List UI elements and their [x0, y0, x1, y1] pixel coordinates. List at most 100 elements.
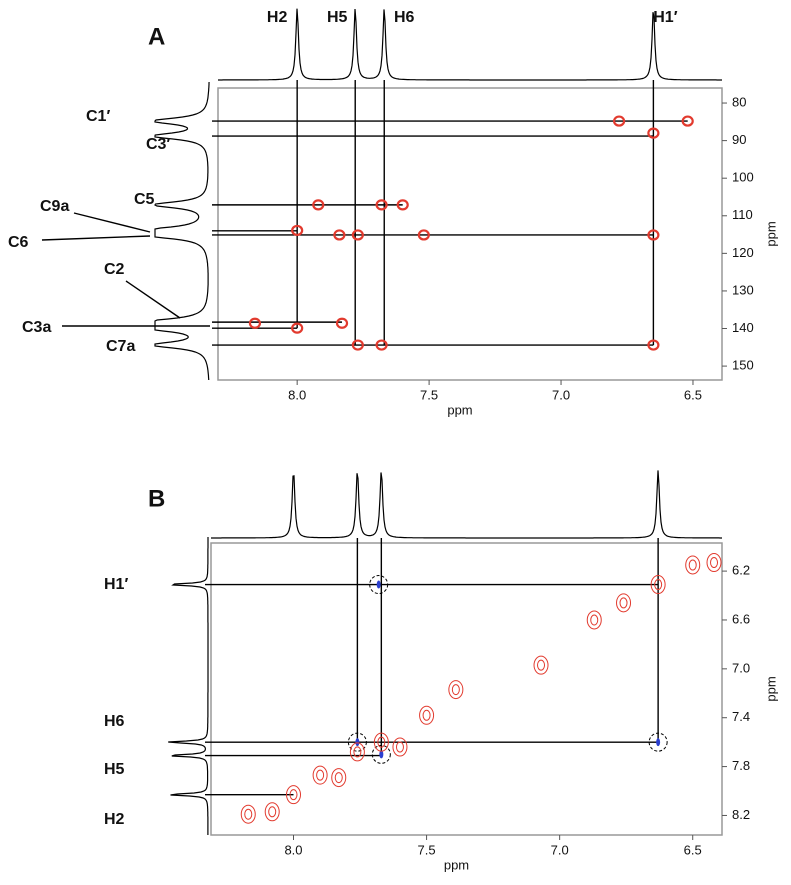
cross-peak	[333, 229, 346, 241]
contour	[619, 597, 628, 609]
circled-peak	[371, 744, 391, 764]
diagonal-peak	[312, 765, 328, 785]
1d-spectrum-top	[211, 470, 722, 539]
contour	[334, 772, 343, 784]
contour	[590, 614, 599, 626]
x-tick-label: 6.5	[684, 387, 702, 402]
1d-spectrum-top	[218, 8, 722, 81]
y-axis-label: ppm	[763, 221, 778, 246]
peak-label: C1′	[86, 108, 110, 125]
x-tick-label: 7.5	[420, 387, 438, 402]
contour	[451, 684, 460, 696]
cross-peak	[375, 199, 388, 211]
y-tick-label: 7.4	[732, 709, 750, 724]
cross-peak	[312, 199, 325, 211]
diagonal-peak	[586, 610, 602, 630]
contour	[395, 741, 404, 753]
peak-label: C3a	[22, 319, 51, 336]
contour	[376, 580, 381, 589]
peak-label: H5	[104, 761, 125, 778]
diagonal-peak	[650, 575, 666, 595]
cross-peak	[647, 339, 660, 351]
diagonal-peak	[240, 804, 256, 824]
x-tick-label: 8.0	[288, 387, 306, 402]
contour	[316, 769, 325, 781]
panel-letter: A	[148, 23, 165, 50]
contour	[688, 559, 697, 571]
cross-peak	[291, 224, 304, 237]
x-axis-label: ppm	[447, 402, 472, 417]
cross-peak	[335, 317, 349, 329]
x-tick-label: 6.5	[684, 842, 702, 857]
y-tick-label: 120	[732, 245, 754, 260]
diagonal-peak	[392, 737, 408, 757]
cross-peak	[351, 229, 364, 241]
contour	[379, 750, 384, 759]
1d-spectrum-left	[168, 537, 209, 835]
y-tick-label: 140	[732, 320, 754, 335]
y-axis-label: ppm	[763, 676, 778, 701]
contour	[377, 736, 386, 748]
1d-spectrum-left	[154, 81, 210, 380]
cross-peak	[417, 229, 430, 241]
diagonal-peak	[616, 593, 632, 613]
peak-label: H6	[394, 9, 415, 26]
contour	[654, 579, 663, 591]
circled-peak	[347, 732, 367, 752]
peak-label: H6	[104, 713, 125, 730]
panel-letter: B	[148, 485, 165, 512]
diagonal-peak	[264, 802, 280, 822]
peak-label: H2	[104, 811, 125, 828]
y-tick-label: 100	[732, 170, 754, 185]
diagonal-peak	[286, 785, 302, 805]
contour	[656, 738, 661, 747]
contour	[710, 557, 719, 569]
leader-line	[73, 212, 151, 233]
cross-peak	[351, 339, 364, 351]
y-tick-label: 7.0	[732, 660, 750, 675]
peak-label: H1′	[104, 576, 128, 593]
contour	[355, 738, 360, 747]
peak-label: C5	[134, 191, 155, 208]
peak-label: C2	[104, 261, 125, 278]
x-tick-label: 7.0	[551, 842, 569, 857]
diagonal-peak	[533, 655, 549, 675]
x-axis-label: ppm	[444, 857, 469, 872]
diagonal-peak	[448, 680, 464, 700]
diagonal-peak	[349, 742, 365, 762]
y-tick-label: 90	[732, 132, 746, 147]
y-tick-label: 80	[732, 94, 746, 109]
peak-label: C6	[8, 234, 29, 251]
x-tick-label: 7.5	[418, 842, 436, 857]
cross-peak	[681, 115, 694, 127]
cross-peak	[647, 229, 660, 241]
leader-line	[41, 235, 151, 241]
y-tick-label: 110	[732, 207, 753, 222]
y-tick-label: 6.2	[732, 563, 750, 578]
cross-peak	[291, 322, 304, 334]
y-tick-label: 8.2	[732, 807, 750, 822]
cross-peak	[647, 127, 660, 139]
diagonal-peak	[685, 555, 701, 575]
x-tick-label: 8.0	[284, 842, 302, 857]
diagonal-peak	[706, 553, 722, 573]
diagonal-peak	[331, 768, 347, 788]
contour	[422, 709, 431, 721]
leader-line	[125, 280, 181, 319]
cross-peak	[612, 115, 626, 127]
peak-label: C3′	[146, 136, 170, 153]
cross-peak	[396, 199, 409, 211]
contour	[244, 808, 253, 820]
x-tick-label: 7.0	[552, 387, 570, 402]
diagonal-peak	[419, 705, 435, 725]
peak-label: C7a	[106, 338, 135, 355]
circled-peak	[369, 575, 389, 595]
cross-peak	[248, 317, 262, 329]
diagonal-peak	[373, 732, 389, 752]
contour	[289, 789, 298, 801]
y-tick-label: 7.8	[732, 758, 750, 773]
plot-frame	[210, 542, 723, 836]
y-tick-label: 6.6	[732, 611, 750, 626]
peak-label: H5	[327, 9, 348, 26]
